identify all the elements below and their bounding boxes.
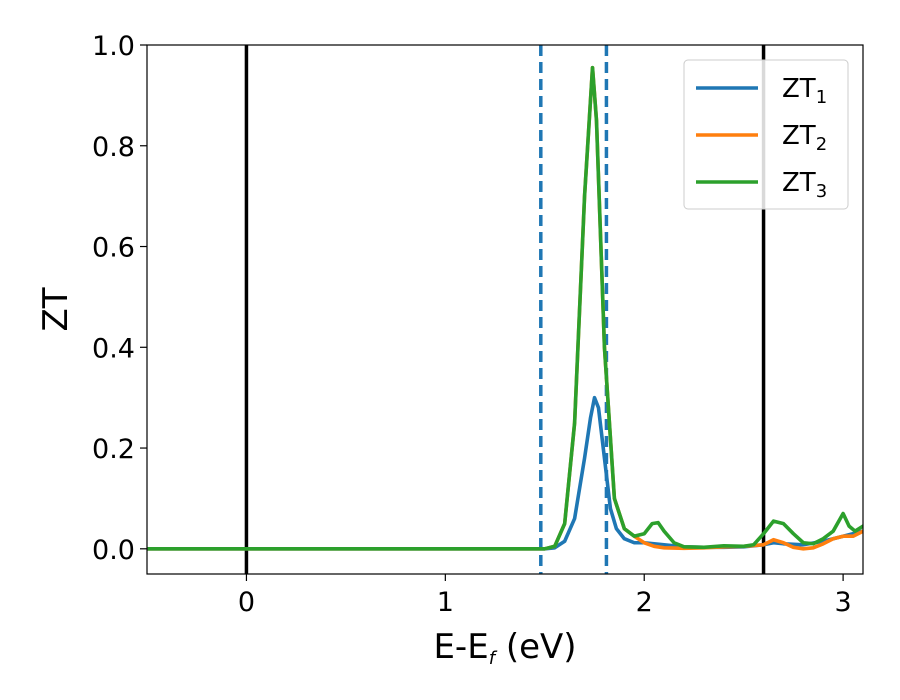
x-tick-label: 3 bbox=[835, 587, 852, 618]
legend-label: ZT2 bbox=[782, 121, 827, 155]
x-tick-label: 1 bbox=[437, 587, 454, 618]
x-axis-label: E-Ef (eV) bbox=[433, 627, 576, 669]
x-tick-label: 2 bbox=[636, 587, 653, 618]
y-tick-label: 1.0 bbox=[92, 31, 135, 62]
x-tick-label: 0 bbox=[238, 587, 255, 618]
legend: ZT1 ZT2 ZT3 bbox=[683, 59, 849, 210]
legend-entry: ZT2 bbox=[696, 121, 827, 155]
series-line-zt3 bbox=[147, 65, 863, 551]
legend-entry: ZT3 bbox=[696, 168, 827, 202]
y-tick-label: 0.2 bbox=[92, 434, 135, 465]
legend-entry: ZT1 bbox=[696, 74, 827, 108]
series-lines bbox=[147, 65, 863, 551]
y-tick-label: 0.4 bbox=[92, 333, 135, 364]
y-tick-label: 0.6 bbox=[92, 233, 135, 264]
y-tick-label: 0.0 bbox=[92, 535, 135, 566]
plot-frame bbox=[146, 44, 864, 575]
y-axis-label: ZT bbox=[36, 287, 76, 331]
axis-ticks: 0 1 2 3 0.0 0.2 0.4 0.6 0.8 1.0 bbox=[92, 31, 852, 618]
legend-label: ZT3 bbox=[782, 168, 827, 202]
legend-label: ZT1 bbox=[782, 74, 827, 108]
legend-box bbox=[683, 59, 849, 210]
y-tick-label: 0.8 bbox=[92, 132, 135, 163]
series-line-zt1 bbox=[147, 395, 863, 551]
